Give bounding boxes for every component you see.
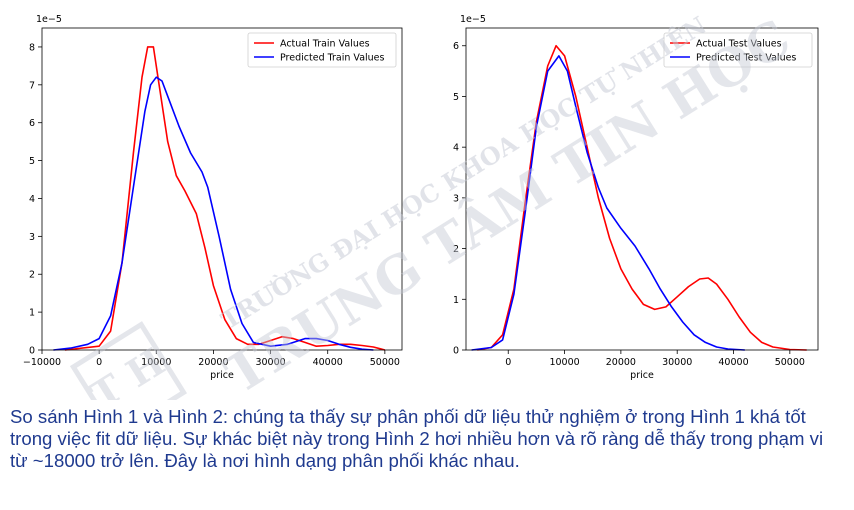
x-tick-label: 0 bbox=[96, 357, 102, 368]
y-tick-label: 6 bbox=[29, 118, 35, 129]
y-tick-label: 1 bbox=[453, 295, 459, 306]
legend-box bbox=[247, 32, 397, 68]
y-tick-label: 0 bbox=[29, 346, 35, 357]
plot-frame bbox=[465, 27, 819, 351]
x-tick-label: 40000 bbox=[718, 357, 748, 368]
y-tick-label: 6 bbox=[453, 41, 459, 52]
y-tick-label: 5 bbox=[453, 92, 459, 103]
charts-figure: −10000 0 10000 20000 30000 40000 5000001234567… bbox=[23, 14, 819, 381]
chart-1: −10000 0 10000 20000 30000 40000 5000001234567… bbox=[23, 14, 403, 381]
x-tick-label: 30000 bbox=[255, 357, 285, 368]
chart-2: 0 10000 20000 30000 40000 50000 0 1 2 3 4 5 6 1e−5 pri… bbox=[453, 14, 819, 381]
y-tick-label: 2 bbox=[453, 244, 459, 255]
x-tick-label: 10000 bbox=[141, 357, 171, 368]
x-tick-label: 10000 bbox=[549, 357, 579, 368]
x-tick-label: 20000 bbox=[198, 357, 228, 368]
y-scale-label: 1e−5 bbox=[460, 14, 486, 25]
legend-label-2: Predicted Test Values bbox=[696, 53, 796, 64]
x-axis-label: price bbox=[210, 370, 234, 381]
legend-box bbox=[663, 32, 813, 68]
legend-label-2: Predicted Train Values bbox=[280, 53, 385, 64]
legend-label-1: Actual Train Values bbox=[280, 39, 370, 50]
y-tick-label: 3 bbox=[453, 193, 459, 204]
x-tick-label: 50000 bbox=[775, 357, 805, 368]
x-tick-label: −10000 bbox=[23, 357, 61, 368]
y-tick-label: 7 bbox=[29, 80, 35, 91]
y-tick-label: 0 bbox=[453, 346, 459, 357]
legend: Actual Train Values Predicted Train Value… bbox=[247, 32, 397, 68]
x-axis-label: price bbox=[630, 370, 654, 381]
y-tick-label: 4 bbox=[453, 143, 459, 154]
series-line-2 bbox=[471, 55, 745, 351]
x-tick-label: 50000 bbox=[370, 357, 400, 368]
y-tick-label: 3 bbox=[29, 232, 35, 243]
series-line-2 bbox=[53, 76, 374, 351]
plot-frame bbox=[41, 27, 403, 351]
y-tick-label: 2 bbox=[29, 270, 35, 281]
caption-text: So sánh Hình 1 và Hình 2: chúng ta thấy … bbox=[10, 406, 824, 471]
y-tick-label: 8 bbox=[29, 42, 35, 53]
series-line-1 bbox=[64, 46, 386, 351]
y-tick-label: 1 bbox=[29, 308, 35, 319]
x-tick-label: 20000 bbox=[606, 357, 636, 368]
y-tick-label: 4 bbox=[29, 194, 35, 205]
x-tick-label: 30000 bbox=[662, 357, 692, 368]
y-scale-label: 1e−5 bbox=[36, 14, 62, 25]
legend-label-1: Actual Test Values bbox=[696, 39, 782, 50]
y-tick-label: 5 bbox=[29, 156, 35, 167]
x-tick-label: 40000 bbox=[313, 357, 343, 368]
x-tick-label: 0 bbox=[505, 357, 511, 368]
legend: Actual Test Values Predicted Test Values bbox=[663, 32, 813, 68]
